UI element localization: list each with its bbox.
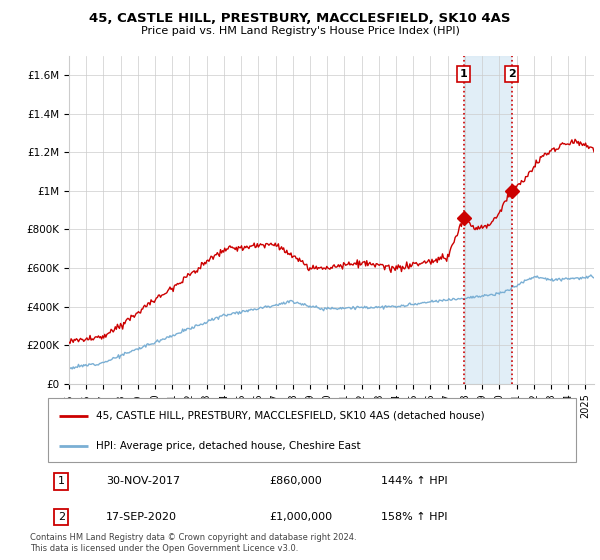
Text: HPI: Average price, detached house, Cheshire East: HPI: Average price, detached house, Ches…: [95, 441, 360, 451]
Text: 158% ↑ HPI: 158% ↑ HPI: [380, 512, 447, 522]
Text: Price paid vs. HM Land Registry's House Price Index (HPI): Price paid vs. HM Land Registry's House …: [140, 26, 460, 36]
Text: 30-NOV-2017: 30-NOV-2017: [106, 477, 180, 487]
Text: 1: 1: [460, 69, 467, 79]
FancyBboxPatch shape: [48, 398, 576, 462]
Text: 2: 2: [508, 69, 515, 79]
Text: 144% ↑ HPI: 144% ↑ HPI: [380, 477, 447, 487]
Text: 45, CASTLE HILL, PRESTBURY, MACCLESFIELD, SK10 4AS: 45, CASTLE HILL, PRESTBURY, MACCLESFIELD…: [89, 12, 511, 25]
Text: £1,000,000: £1,000,000: [270, 512, 333, 522]
Text: 17-SEP-2020: 17-SEP-2020: [106, 512, 177, 522]
Text: 1: 1: [58, 477, 65, 487]
Text: 45, CASTLE HILL, PRESTBURY, MACCLESFIELD, SK10 4AS (detached house): 45, CASTLE HILL, PRESTBURY, MACCLESFIELD…: [95, 410, 484, 421]
Text: Contains HM Land Registry data © Crown copyright and database right 2024.
This d: Contains HM Land Registry data © Crown c…: [30, 533, 356, 553]
Text: £860,000: £860,000: [270, 477, 323, 487]
Text: 2: 2: [58, 512, 65, 522]
